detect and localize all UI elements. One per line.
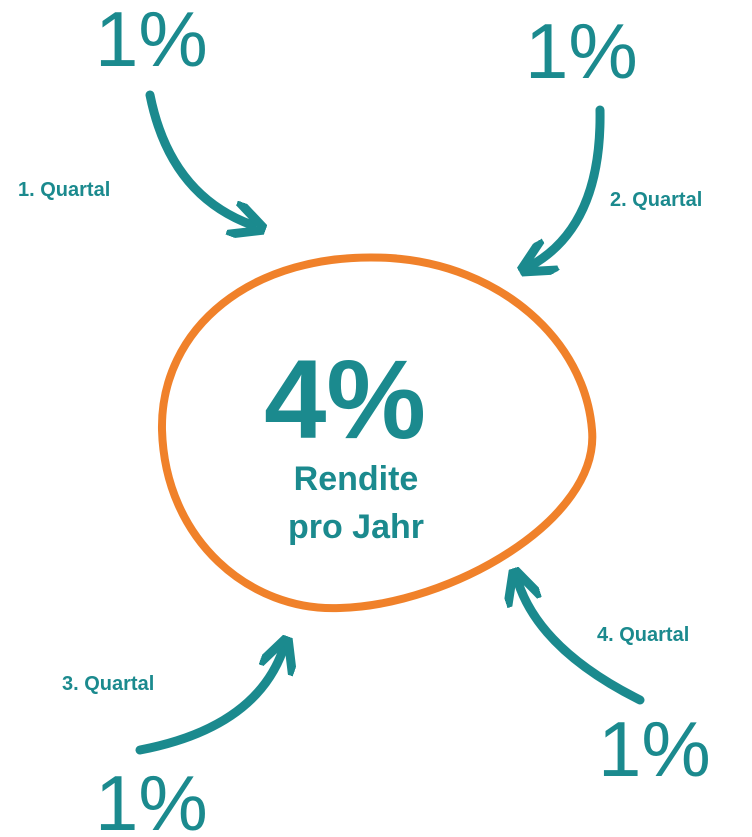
arrow: [518, 582, 645, 705]
quarter-value: 1%: [598, 705, 711, 793]
center-value: 4%: [264, 337, 426, 462]
quarter-label: 1. Quartal: [18, 179, 110, 201]
arrow: [135, 650, 283, 755]
center-line: Rendite: [294, 460, 419, 498]
quarter-label: 4. Quartal: [597, 624, 689, 646]
arrow: [145, 90, 252, 225]
quarter-value: 1%: [525, 7, 638, 95]
arrow: [532, 105, 605, 265]
quarter-label: 3. Quartal: [62, 673, 154, 695]
quarter-value: 1%: [95, 0, 208, 83]
quarter-value: 1%: [95, 759, 208, 837]
quarter-label: 2. Quartal: [610, 189, 702, 211]
orange-circle: [157, 253, 597, 613]
center-line: pro Jahr: [288, 508, 424, 546]
